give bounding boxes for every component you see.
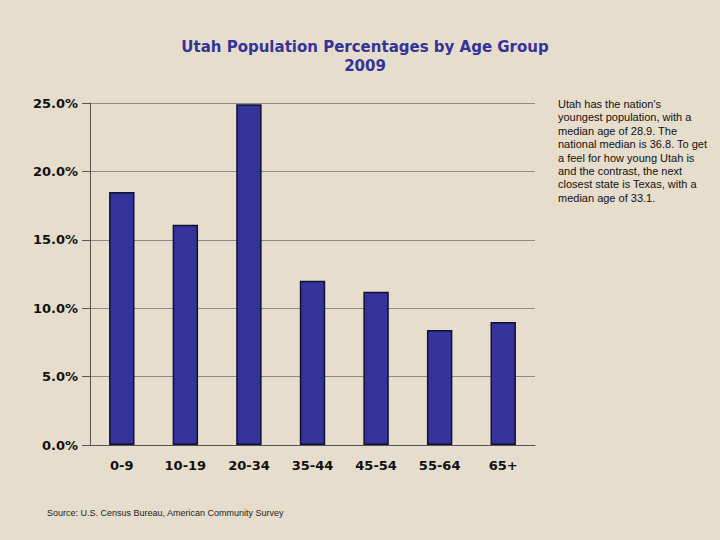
svg-text:5.0%: 5.0% [42, 369, 78, 384]
svg-text:55-64: 55-64 [419, 458, 461, 473]
html-text:Utah has the nation's youngest: Utah has the nation's youngest populatio… [558, 98, 707, 204]
svg-text:65+: 65+ [489, 458, 518, 473]
svg-text:20.0%: 20.0% [33, 164, 78, 179]
svg-text:10.0%: 10.0% [33, 301, 78, 316]
svg-text:15.0%: 15.0% [33, 232, 78, 247]
svg-text:2009: 2009 [344, 57, 386, 75]
svg-text:0-9: 0-9 [110, 458, 134, 473]
svg-text:20-34: 20-34 [228, 458, 270, 473]
svg-text:45-54: 45-54 [355, 458, 397, 473]
svg-text:Utah Population Percentages by: Utah Population Percentages by Age Group [181, 38, 549, 56]
svg-text:35-44: 35-44 [292, 458, 334, 473]
svg-text:0.0%: 0.0% [42, 438, 78, 453]
html-text:Source: U.S. Census Bureau, Am: Source: U.S. Census Bureau, American Com… [47, 508, 284, 518]
svg-text:10-19: 10-19 [165, 458, 207, 473]
svg-text:25.0%: 25.0% [33, 96, 78, 111]
